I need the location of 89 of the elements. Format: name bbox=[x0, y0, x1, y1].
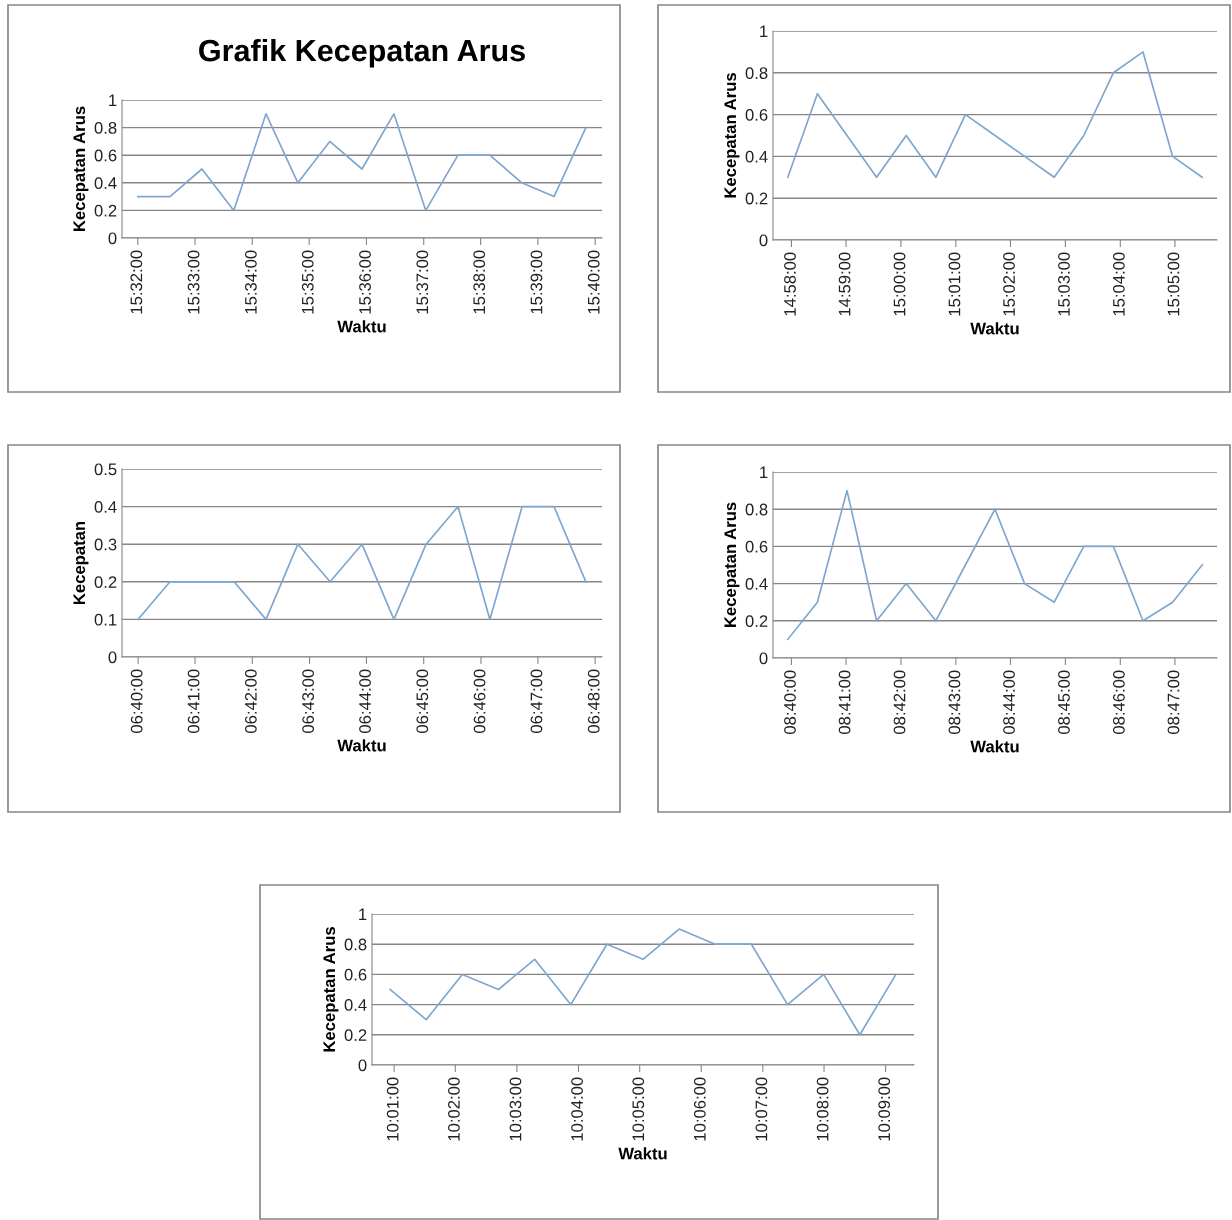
x-tick-label: 15:32:00 bbox=[130, 250, 143, 314]
x-tick-label: 06:42:00 bbox=[244, 669, 257, 734]
line-series bbox=[786, 51, 1204, 179]
y-tick-label: 0 bbox=[759, 652, 768, 665]
x-tick-label: 08:40:00 bbox=[784, 670, 796, 735]
y-tick-label: 0.6 bbox=[745, 109, 768, 121]
line-series bbox=[137, 505, 587, 621]
x-tick-label: 15:40:00 bbox=[587, 250, 600, 314]
x-tick-label: 10:02:00 bbox=[448, 1077, 460, 1141]
x-axis-title: Waktu bbox=[337, 320, 386, 333]
x-axis-title: Waktu bbox=[618, 1147, 667, 1160]
x-tick-label: 08:42:00 bbox=[893, 670, 906, 735]
y-tick-label: 0.8 bbox=[745, 67, 768, 79]
y-axis-title: Kecepatan bbox=[73, 521, 89, 605]
x-tick-label: 06:45:00 bbox=[416, 669, 429, 734]
x-tick-label: 10:08:00 bbox=[816, 1077, 829, 1141]
x-tick-label: 10:09:00 bbox=[878, 1077, 891, 1141]
x-tick-label: 08:41:00 bbox=[838, 670, 851, 735]
x-tick-label: 08:46:00 bbox=[1112, 670, 1125, 735]
line-series bbox=[389, 928, 897, 1036]
x-tick-label: 15:36:00 bbox=[359, 250, 371, 314]
y-tick-label: 0.5 bbox=[94, 463, 117, 476]
chart-title: Grafik Kecepatan Arus bbox=[199, 38, 525, 68]
x-tick-label: 15:34:00 bbox=[244, 250, 257, 314]
x-tick-label: 08:45:00 bbox=[1058, 670, 1070, 735]
x-tick-label: 15:01:00 bbox=[948, 252, 961, 316]
x-tick-label: 15:04:00 bbox=[1112, 252, 1125, 316]
y-tick-label: 0.8 bbox=[745, 503, 768, 516]
y-tick-label: 0.2 bbox=[745, 192, 768, 205]
x-tick-label: 06:44:00 bbox=[359, 669, 371, 734]
x-tick-label: 15:03:00 bbox=[1058, 252, 1070, 316]
x-tick-label: 10:01:00 bbox=[386, 1077, 399, 1141]
x-axis-title: Waktu bbox=[970, 322, 1019, 335]
x-tick-label: 15:02:00 bbox=[1003, 252, 1015, 316]
y-axis-title: Kecepatan Arus bbox=[724, 73, 740, 198]
x-axis-title: Waktu bbox=[970, 740, 1019, 753]
x-tick-label: 15:05:00 bbox=[1167, 252, 1180, 316]
x-tick-label: 10:04:00 bbox=[571, 1077, 583, 1141]
y-tick-label: 0.3 bbox=[94, 538, 117, 551]
x-tick-label: 14:59:00 bbox=[838, 252, 851, 316]
y-tick-label: 0.2 bbox=[94, 576, 117, 588]
y-tick-label: 0.2 bbox=[94, 204, 117, 217]
y-tick-label: 1 bbox=[109, 94, 117, 107]
x-tick-label: 15:37:00 bbox=[416, 250, 429, 314]
y-tick-label: 0 bbox=[358, 1059, 367, 1072]
y-tick-label: 1 bbox=[359, 908, 367, 921]
y-axis-title: Kecepatan Arus bbox=[323, 927, 339, 1052]
y-tick-label: 0 bbox=[108, 651, 117, 664]
y-tick-label: 0 bbox=[108, 232, 117, 245]
y-tick-label: 0.4 bbox=[94, 177, 117, 189]
x-axis-title: Waktu bbox=[337, 739, 386, 752]
y-axis-title: Kecepatan Arus bbox=[73, 106, 89, 232]
y-tick-label: 0.1 bbox=[94, 613, 117, 626]
y-tick-label: 0.4 bbox=[745, 578, 768, 590]
y-tick-label: 0.2 bbox=[344, 1029, 367, 1041]
x-tick-label: 15:35:00 bbox=[301, 250, 314, 314]
y-tick-label: 0.8 bbox=[344, 938, 367, 951]
y-tick-label: 0.4 bbox=[344, 999, 367, 1011]
x-tick-label: 10:05:00 bbox=[632, 1077, 645, 1141]
x-tick-label: 14:58:00 bbox=[784, 252, 796, 316]
x-tick-label: 15:00:00 bbox=[893, 252, 906, 316]
x-tick-label: 06:48:00 bbox=[587, 669, 600, 734]
y-axis-title: Kecepatan Arus bbox=[724, 502, 740, 628]
x-tick-label: 06:41:00 bbox=[187, 669, 200, 734]
x-tick-label: 06:47:00 bbox=[530, 669, 543, 734]
x-tick-label: 08:47:00 bbox=[1167, 670, 1180, 735]
x-tick-label: 06:43:00 bbox=[302, 669, 315, 734]
y-tick-label: 0.6 bbox=[344, 968, 367, 981]
y-tick-label: 1 bbox=[760, 466, 768, 479]
y-tick-label: 0.8 bbox=[94, 122, 117, 134]
y-tick-label: 0.4 bbox=[94, 501, 117, 513]
y-tick-label: 0.6 bbox=[94, 149, 117, 162]
x-tick-label: 15:38:00 bbox=[473, 250, 486, 314]
x-tick-label: 15:33:00 bbox=[187, 250, 200, 314]
x-tick-label: 08:43:00 bbox=[948, 670, 961, 735]
y-tick-label: 0.2 bbox=[745, 615, 768, 627]
x-tick-label: 08:44:00 bbox=[1003, 670, 1015, 735]
line-series bbox=[136, 112, 587, 212]
x-tick-label: 10:03:00 bbox=[509, 1077, 522, 1141]
line-series bbox=[786, 489, 1204, 641]
y-tick-label: 0.4 bbox=[745, 150, 768, 163]
x-tick-label: 06:46:00 bbox=[473, 669, 486, 734]
x-tick-label: 15:39:00 bbox=[530, 250, 543, 314]
x-tick-label: 10:07:00 bbox=[755, 1077, 768, 1141]
x-tick-label: 10:06:00 bbox=[693, 1077, 706, 1141]
y-tick-label: 0.6 bbox=[745, 540, 768, 553]
y-tick-label: 0 bbox=[759, 234, 768, 247]
y-tick-label: 1 bbox=[760, 25, 768, 38]
x-tick-label: 06:40:00 bbox=[130, 669, 143, 734]
